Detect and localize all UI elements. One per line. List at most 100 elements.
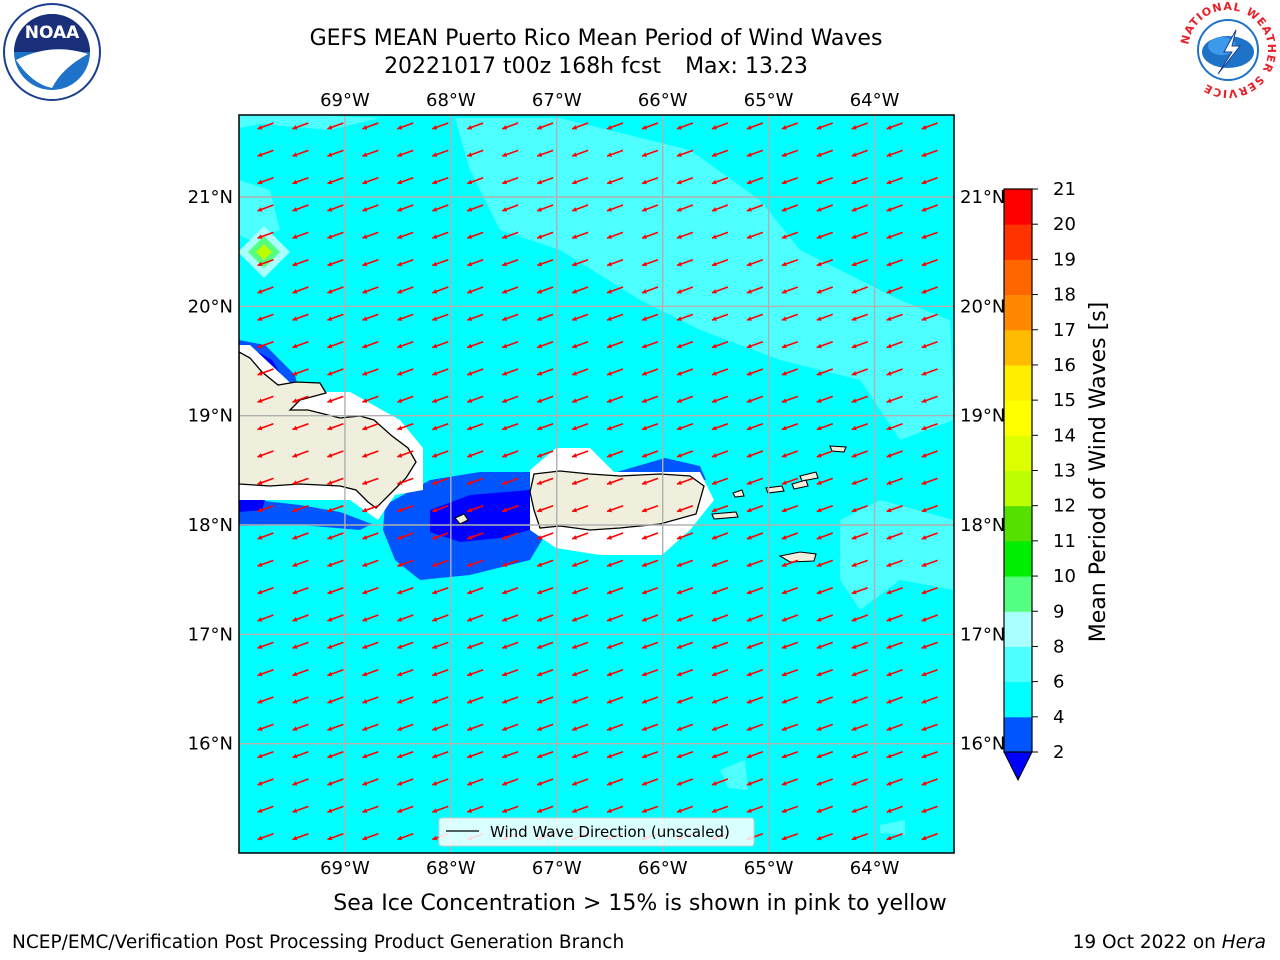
wind-wave-arrow	[886, 559, 903, 567]
wind-wave-arrow	[292, 586, 309, 595]
wind-wave-arrow	[781, 723, 799, 731]
wind-wave-arrow	[816, 422, 834, 431]
wind-wave-arrow	[606, 149, 624, 157]
wind-wave-arrow	[816, 668, 834, 677]
wind-wave-arrow	[746, 313, 764, 321]
wind-wave-arrow	[571, 778, 589, 786]
wind-wave-arrow	[292, 231, 309, 239]
wind-wave-arrow	[571, 258, 589, 267]
wind-wave-arrow	[536, 805, 554, 813]
wind-wave-arrow	[886, 750, 903, 759]
wind-wave-arrow	[571, 504, 589, 513]
lon-tick-label: 66°W	[638, 858, 688, 879]
wind-wave-arrow	[816, 340, 834, 349]
wind-wave-arrow	[257, 778, 274, 786]
wind-wave-arrow	[746, 368, 764, 376]
wind-wave-arrow	[257, 422, 274, 431]
colorbar-tick-label: 15	[1053, 390, 1076, 411]
wind-wave-arrow	[571, 641, 589, 649]
wind-wave-arrow	[257, 340, 274, 349]
wind-wave-arrow	[257, 614, 274, 622]
wind-wave-arrow	[292, 641, 309, 649]
lon-tick-label: 69°W	[320, 90, 370, 111]
wind-wave-arrow	[921, 750, 938, 759]
lat-tick-label: 20°N	[188, 296, 233, 317]
wind-wave-arrow	[606, 340, 624, 349]
wind-wave-arrow	[781, 149, 799, 157]
wind-wave-arrow	[431, 668, 449, 677]
wind-wave-arrow	[606, 805, 624, 813]
wind-wave-arrow	[257, 477, 274, 485]
wind-wave-arrow	[501, 750, 519, 759]
wind-wave-arrow	[571, 204, 589, 212]
max-value: Max: 13.23	[685, 54, 808, 79]
wind-wave-arrow	[921, 422, 938, 431]
colorbar-tick-label: 20	[1053, 214, 1076, 235]
wind-wave-arrow	[641, 778, 659, 786]
wind-wave-arrow	[606, 122, 624, 130]
wind-wave-arrow	[397, 450, 414, 458]
lon-tick-label: 69°W	[320, 858, 370, 879]
wind-wave-arrow	[397, 258, 414, 267]
wind-wave-arrow	[327, 477, 344, 485]
wind-wave-arrow	[397, 504, 414, 513]
wind-wave-arrow	[641, 286, 659, 294]
wind-wave-arrow	[501, 778, 519, 786]
period-hotspot	[256, 244, 272, 260]
wind-wave-arrow	[327, 149, 344, 157]
wind-wave-arrow	[397, 832, 414, 841]
wind-wave-arrow	[397, 559, 414, 567]
wind-wave-arrow	[711, 668, 729, 677]
wind-wave-arrow	[501, 723, 519, 731]
wind-wave-arrow	[571, 313, 589, 321]
wind-wave-arrow	[851, 149, 868, 157]
wind-wave-arrow	[466, 805, 484, 813]
wind-wave-arrow	[711, 422, 729, 431]
wind-wave-arrow	[257, 149, 274, 157]
wind-wave-arrow	[641, 614, 659, 622]
lon-tick-labels: 69°W 69°W 68°W 68°W 67°W 67°W 66°W 66°W 65°W 65°W…	[320, 90, 900, 879]
wind-wave-arrow	[257, 559, 274, 567]
wind-wave-arrow	[606, 668, 624, 677]
colorbar-swatch	[1004, 681, 1032, 718]
wind-wave-arrow	[641, 504, 659, 513]
wind-wave-arrow	[536, 422, 554, 431]
wind-wave-arrow	[886, 122, 903, 130]
wind-wave-arrow	[921, 559, 938, 567]
wind-wave-arrow	[711, 313, 729, 321]
lat-tick-label: 17°N	[960, 624, 1005, 645]
wind-wave-arrow	[851, 832, 868, 841]
wind-wave-arrow	[851, 231, 868, 239]
wind-wave-arrow	[362, 258, 379, 267]
puerto-rico-land	[529, 470, 705, 531]
wind-wave-arrow	[257, 395, 274, 403]
wind-wave-arrow	[851, 395, 868, 403]
wind-wave-arrow	[676, 149, 694, 157]
mona-island	[454, 513, 469, 525]
wind-wave-arrow	[711, 532, 729, 540]
wind-wave-arrow	[711, 696, 729, 704]
wind-wave-arrow	[501, 368, 519, 376]
wind-wave-arrow	[362, 668, 379, 677]
wind-wave-arrow	[641, 368, 659, 376]
lat-tick-label: 21°N	[960, 187, 1005, 208]
wind-wave-arrow	[746, 504, 764, 513]
wind-wave-arrow	[466, 204, 484, 212]
wind-wave-arrow	[536, 641, 554, 649]
wind-wave-arrow	[292, 805, 309, 813]
wind-wave-arrow	[886, 368, 903, 376]
wind-wave-arrow	[292, 477, 309, 485]
colorbar-swatch	[1004, 435, 1032, 471]
wind-wave-arrow	[886, 340, 903, 349]
wind-wave-arrow	[711, 340, 729, 349]
wind-wave-arrow	[921, 395, 938, 403]
wind-wave-arrow	[466, 614, 484, 622]
wind-wave-arrow	[257, 668, 274, 677]
wind-wave-arrow	[397, 176, 414, 185]
wind-wave-arrow	[362, 204, 379, 212]
colorbar-tick-label: 12	[1053, 496, 1076, 517]
wind-wave-arrow	[711, 504, 729, 513]
wind-wave-arrow	[851, 504, 868, 513]
wind-wave-arrow	[851, 723, 868, 731]
wind-wave-arrow	[327, 586, 344, 595]
